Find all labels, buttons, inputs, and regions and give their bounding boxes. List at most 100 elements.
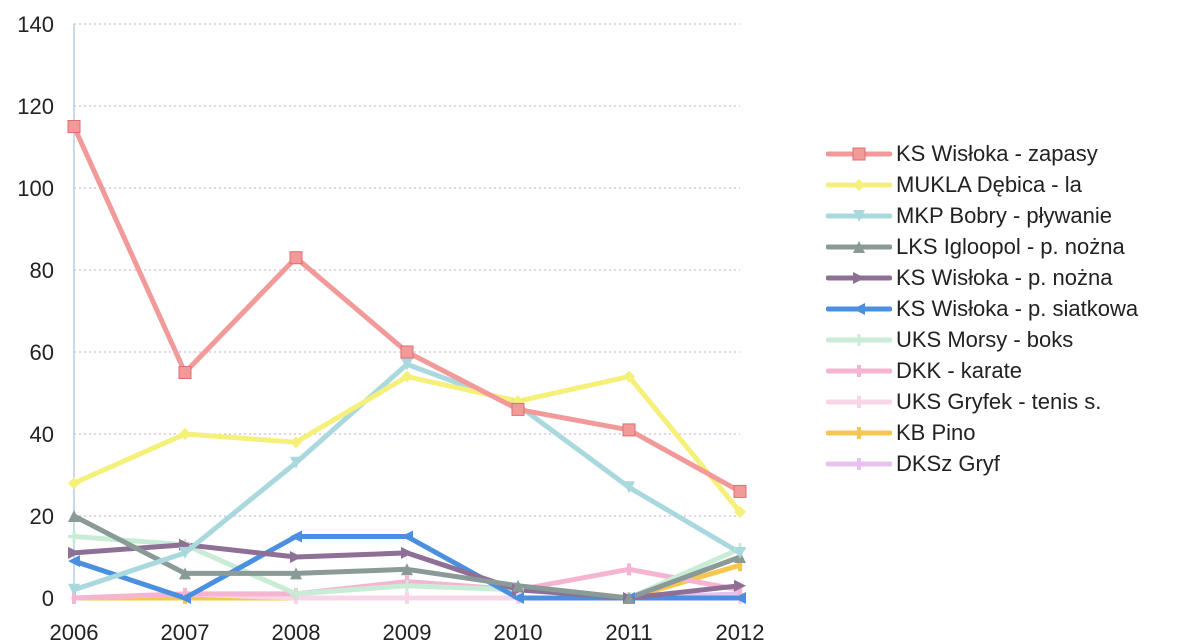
data-point xyxy=(401,370,413,383)
data-point xyxy=(179,567,191,580)
x-tick-label: 2012 xyxy=(716,620,765,643)
y-tick-label: 60 xyxy=(30,340,54,365)
data-point xyxy=(623,370,635,383)
data-point xyxy=(512,592,524,604)
y-axis-ticks: 0 20 40 60 80 100 120 140 xyxy=(17,12,54,611)
data-point xyxy=(67,120,81,133)
data-point xyxy=(179,592,191,604)
legend-swatch xyxy=(826,209,892,222)
legend: KS Wisłoka - zapasy MUKLA Dębica - la MKP … xyxy=(826,138,1138,479)
legend-label: DKK - karate xyxy=(896,357,1022,383)
data-point xyxy=(290,530,302,543)
data-point xyxy=(405,592,409,604)
legend-swatch xyxy=(826,178,892,191)
legend-label: UKS Morsy - boks xyxy=(896,326,1074,352)
legend-swatch-marker xyxy=(853,209,865,222)
data-point xyxy=(734,505,746,518)
data-point xyxy=(179,428,191,440)
data-point xyxy=(511,402,525,416)
legend-label: UKS Gryfek - tenis s. xyxy=(896,388,1102,414)
data-point xyxy=(290,567,302,580)
data-point xyxy=(290,456,302,469)
data-point xyxy=(734,579,746,592)
data-point xyxy=(68,546,80,559)
legend-label: MUKLA Dębica - la xyxy=(896,171,1082,197)
data-point xyxy=(179,546,191,559)
legend-item: KS Wisłoka - p. nożna xyxy=(826,262,1138,293)
y-tick-label: 120 xyxy=(17,94,54,119)
legend-label: KB Pino xyxy=(896,419,976,445)
legend-item: KS Wisłoka - zapasy xyxy=(826,138,1138,169)
data-point xyxy=(68,477,80,490)
data-point xyxy=(178,366,192,379)
legend-swatch-marker xyxy=(857,395,861,408)
x-tick-label: 2010 xyxy=(494,620,543,643)
data-point xyxy=(738,583,742,596)
data-point xyxy=(623,592,635,604)
legend-item: DKSz Gryf xyxy=(826,448,1138,479)
data-point xyxy=(734,546,746,559)
legend-item: MKP Bobry - pływanie xyxy=(826,200,1138,231)
data-point xyxy=(290,587,302,600)
legend-swatch xyxy=(826,333,892,346)
y-tick-label: 100 xyxy=(17,176,54,201)
legend-swatch xyxy=(826,271,892,284)
legend-item: LKS Igloopol - p. nożna xyxy=(826,231,1138,262)
data-point xyxy=(401,563,413,576)
legend-item: UKS Gryfek - tenis s. xyxy=(826,386,1138,417)
x-axis-ticks: 2006 2007 2008 2009 2010 2011 2012 xyxy=(50,620,765,643)
legend-swatch xyxy=(826,395,892,408)
y-tick-label: 20 xyxy=(30,504,54,529)
legend-label: DKSz Gryf xyxy=(896,450,1000,476)
legend-swatch-marker xyxy=(857,364,861,377)
data-point xyxy=(738,559,742,572)
legend-swatch xyxy=(826,302,892,315)
legend-swatch-marker xyxy=(853,333,865,346)
legend-item: MUKLA Dębica - la xyxy=(826,169,1138,200)
data-point xyxy=(68,555,80,568)
x-tick-label: 2007 xyxy=(161,620,210,643)
data-point xyxy=(733,484,747,498)
legend-item: KS Wisłoka - p. siatkowa xyxy=(826,293,1138,324)
legend-swatch-marker xyxy=(853,240,865,253)
data-point xyxy=(290,436,302,449)
y-tick-label: 0 xyxy=(42,586,54,611)
y-tick-label: 40 xyxy=(30,422,54,447)
data-point xyxy=(290,551,302,563)
data-point xyxy=(68,530,80,543)
data-point xyxy=(401,530,413,543)
data-point xyxy=(68,583,80,596)
legend-swatch-marker xyxy=(853,302,865,315)
data-point xyxy=(401,579,413,592)
legend-label: LKS Igloopol - p. nożna xyxy=(896,233,1125,259)
data-point xyxy=(401,358,413,371)
data-point xyxy=(623,481,635,494)
data-point xyxy=(627,563,631,576)
legend-label: MKP Bobry - pływanie xyxy=(896,202,1113,228)
legend-item: DKK - karate xyxy=(826,355,1138,386)
x-tick-label: 2006 xyxy=(50,620,99,643)
y-tick-label: 140 xyxy=(17,12,54,37)
legend-item: KB Pino xyxy=(826,417,1138,448)
x-tick-label: 2011 xyxy=(605,620,652,643)
gridlines xyxy=(74,23,740,599)
legend-swatch-marker xyxy=(857,426,861,439)
legend-label: KS Wisłoka - zapasy xyxy=(896,140,1098,166)
data-point xyxy=(72,592,76,604)
legend-swatch xyxy=(826,457,892,470)
data-point xyxy=(400,345,414,359)
y-tick-label: 80 xyxy=(30,258,54,283)
legend-swatch xyxy=(826,147,892,160)
legend-swatch xyxy=(826,426,892,439)
data-point xyxy=(183,587,187,600)
series-line xyxy=(71,361,743,593)
data-point xyxy=(622,423,636,437)
legend-item: UKS Morsy - boks xyxy=(826,324,1138,355)
legend-swatch-marker xyxy=(853,178,865,191)
legend-label: KS Wisłoka - p. siatkowa xyxy=(896,295,1139,321)
legend-swatch xyxy=(826,240,892,253)
data-point xyxy=(512,579,524,592)
data-point xyxy=(68,510,80,522)
x-tick-label: 2009 xyxy=(383,620,432,643)
